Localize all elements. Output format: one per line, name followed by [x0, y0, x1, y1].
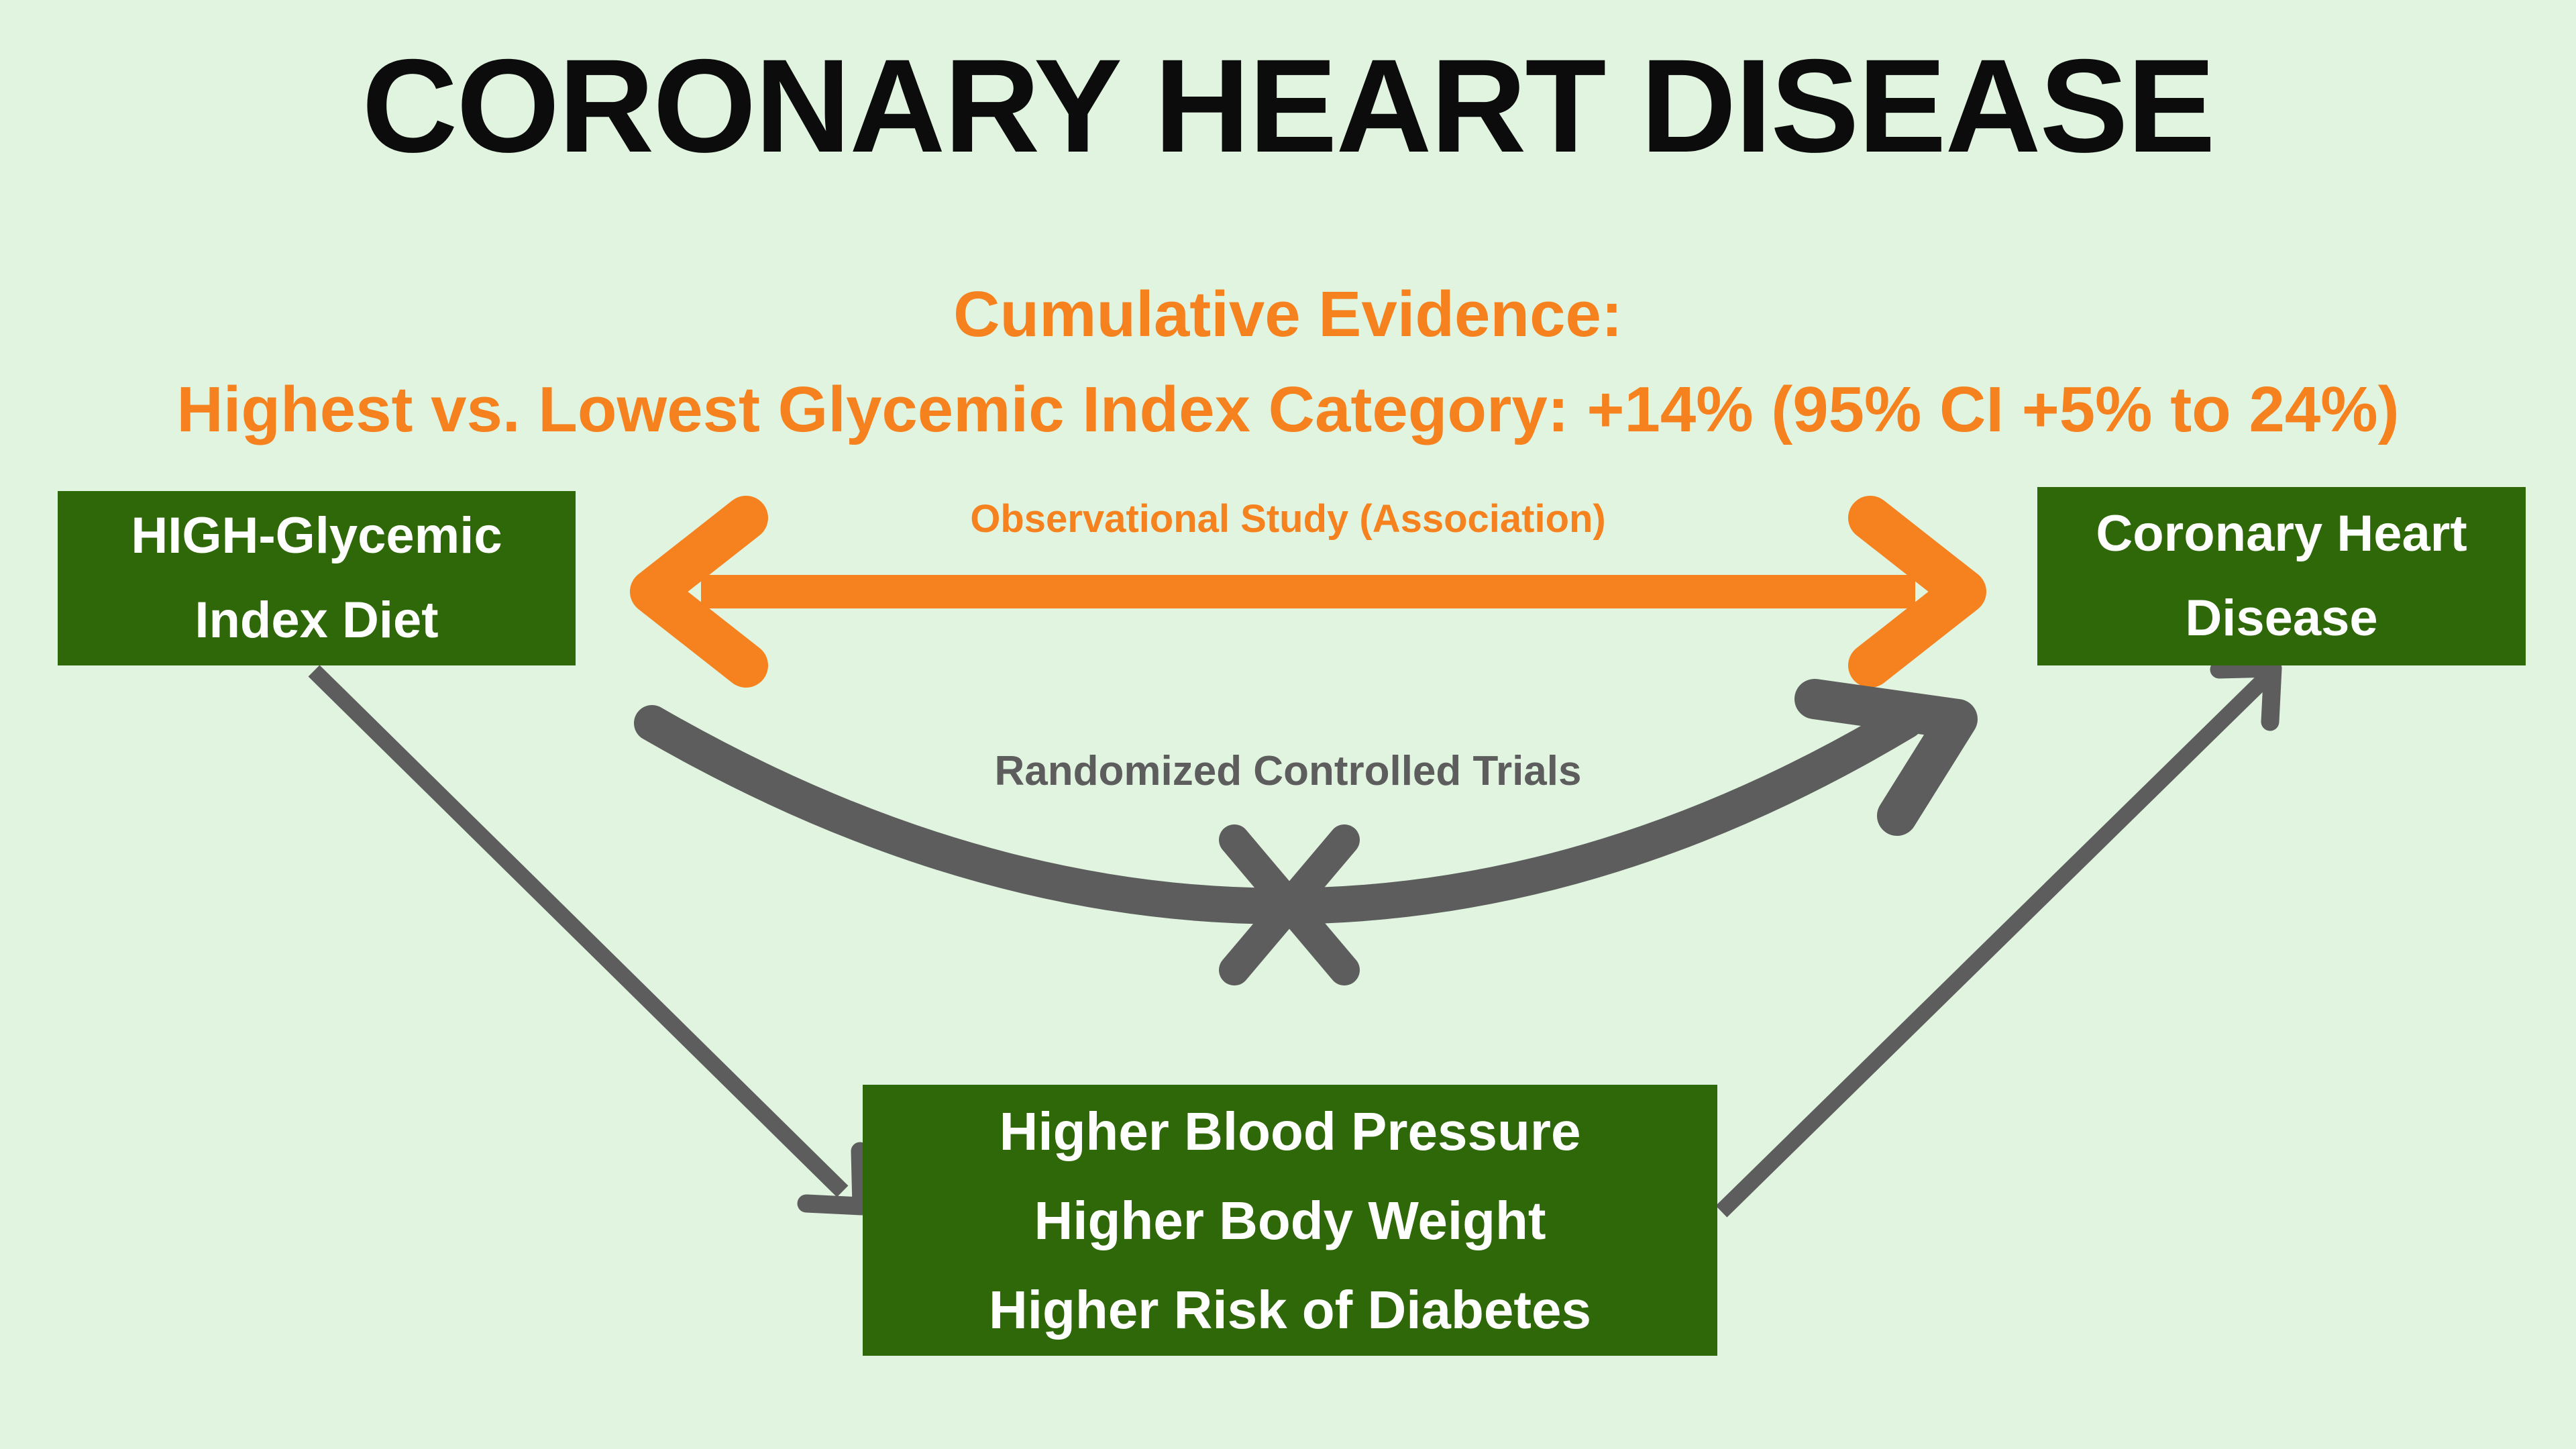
- node-mediators: Higher Blood Pressure Higher Body Weight…: [863, 1085, 1717, 1356]
- node-exposure-line2: Index Diet: [195, 592, 439, 649]
- no-effect-x-icon: [1219, 824, 1360, 985]
- page-title: CORONARY HEART DISEASE: [362, 32, 2215, 180]
- evidence-summary: Cumulative Evidence: Highest vs. Lowest …: [0, 267, 2576, 458]
- node-outcome: Coronary Heart Disease: [2037, 487, 2526, 665]
- node-exposure-line1: HIGH-Glycemic: [131, 507, 502, 564]
- node-exposure: HIGH-Glycemic Index Diet: [58, 491, 576, 665]
- node-mediators-line1: Higher Blood Pressure: [999, 1101, 1581, 1161]
- rct-arrow-label: Randomized Controlled Trials: [994, 748, 1582, 794]
- node-mediators-line2: Higher Body Weight: [1034, 1190, 1546, 1250]
- node-mediators-line3: Higher Risk of Diabetes: [988, 1279, 1591, 1340]
- evidence-heading: Cumulative Evidence:: [953, 278, 1623, 350]
- exposure-to-mediators-arrow-icon: [308, 665, 871, 1216]
- observational-arrow-icon: [630, 496, 1986, 688]
- evidence-detail: Highest vs. Lowest Glycemic Index Catego…: [176, 374, 2400, 445]
- node-outcome-line2: Disease: [2185, 590, 2378, 647]
- mediators-to-outcome-arrow-icon: [1715, 659, 2282, 1218]
- node-outcome-line1: Coronary Heart: [2096, 505, 2467, 562]
- observational-arrow-label: Observational Study (Association): [970, 497, 1606, 541]
